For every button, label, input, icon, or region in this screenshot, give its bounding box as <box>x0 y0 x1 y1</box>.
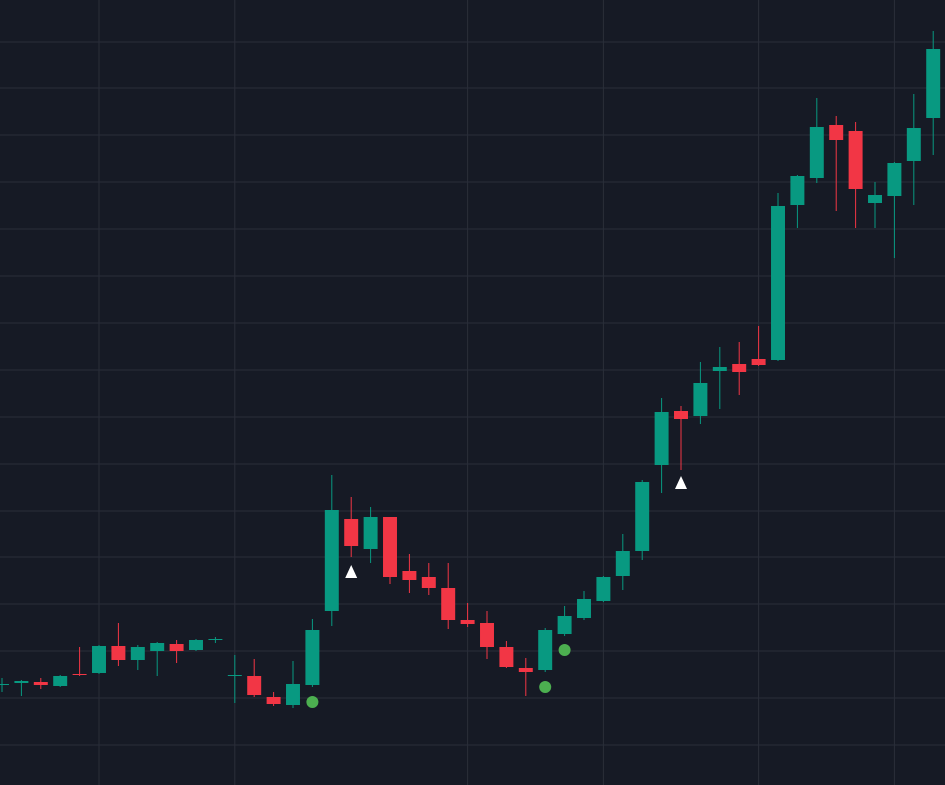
candle-body <box>150 643 165 651</box>
candle-body <box>33 682 48 685</box>
candle-body <box>441 588 456 620</box>
candle-body <box>848 131 863 189</box>
candle-body <box>383 517 397 577</box>
candle-body <box>635 482 650 551</box>
candle-body <box>887 163 902 196</box>
candle-body <box>344 519 359 546</box>
candle-body <box>266 697 281 704</box>
candle-body <box>14 681 29 683</box>
candle-body <box>111 646 126 660</box>
signal-triangle <box>675 476 688 489</box>
candle-body <box>712 367 727 371</box>
candle-body <box>868 195 882 203</box>
candle-body <box>130 647 145 660</box>
candle-body <box>324 510 339 611</box>
candle-body <box>480 623 494 647</box>
candle-body <box>363 517 378 549</box>
candle-body <box>460 620 475 624</box>
candle-body <box>809 127 824 178</box>
candle-body <box>169 644 184 651</box>
signal-dot <box>558 644 571 656</box>
candle-body <box>674 411 688 419</box>
signal-dot <box>539 681 552 693</box>
candle-body <box>538 630 553 670</box>
candle-body <box>247 676 262 695</box>
signal-triangle <box>345 565 358 578</box>
candle-body <box>615 551 630 576</box>
candle-body <box>906 128 921 161</box>
candle-body <box>421 577 436 588</box>
candle-body <box>0 684 9 685</box>
candle-body <box>751 359 766 365</box>
candle-body <box>208 639 223 640</box>
candle-body <box>92 646 106 673</box>
candle-body <box>577 599 591 618</box>
candle-body <box>305 630 320 685</box>
candle-body <box>286 684 300 705</box>
candle-body <box>654 412 669 465</box>
candle-body <box>402 571 417 580</box>
candle-body <box>53 676 68 686</box>
candle-body <box>499 647 514 667</box>
candle-body <box>72 674 87 675</box>
candle-body <box>518 668 533 672</box>
candle-body <box>596 577 611 601</box>
candle-body <box>829 125 844 140</box>
candle-body <box>227 675 242 676</box>
candle-body <box>926 49 941 118</box>
candle-body <box>693 383 708 416</box>
candle-body <box>732 364 747 372</box>
candle-body <box>790 176 805 205</box>
candle-body <box>771 206 785 360</box>
candle-body <box>557 616 572 634</box>
candle-body <box>189 640 203 650</box>
signal-dot <box>306 696 319 708</box>
